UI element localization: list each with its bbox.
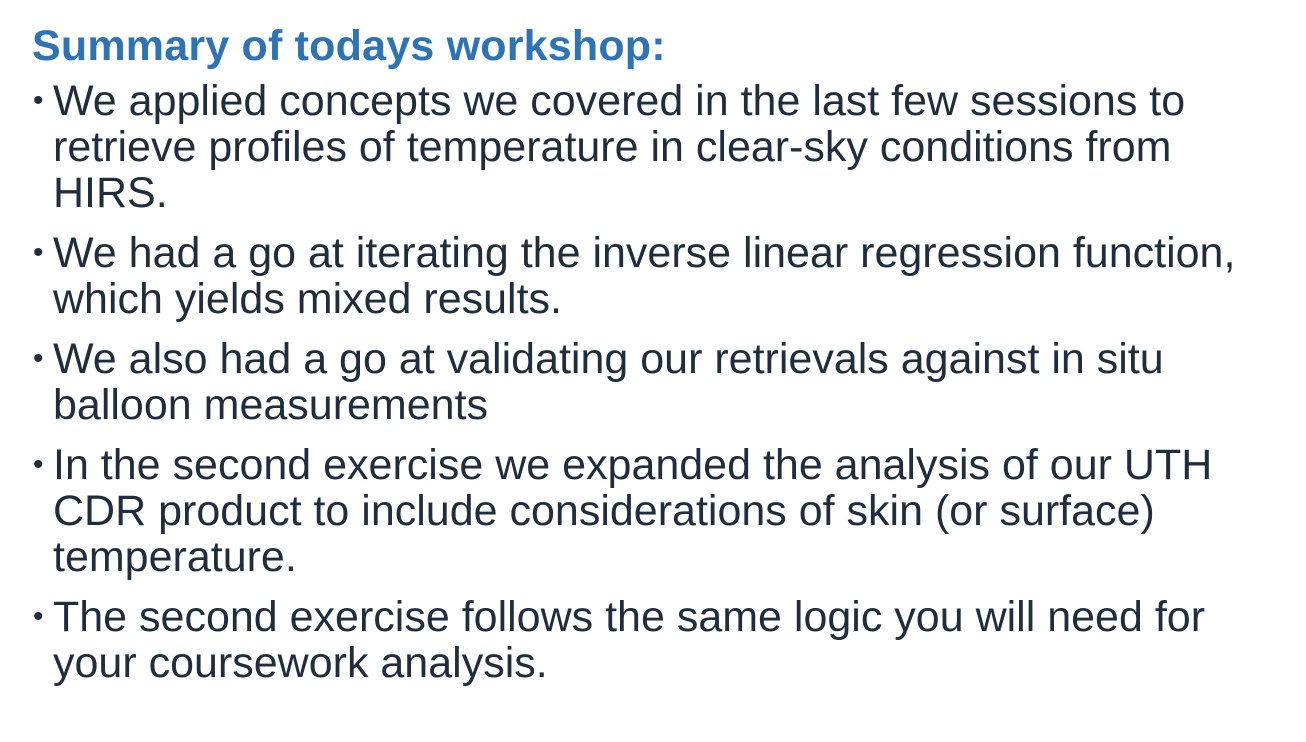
- bullet-icon: •: [33, 236, 44, 269]
- bullet-text: We applied concepts we covered in the la…: [53, 77, 1186, 217]
- bullet-item: • We applied concepts we covered in the …: [30, 78, 1276, 216]
- bullet-text: The second exercise follows the same log…: [53, 593, 1206, 687]
- slide-title: Summary of todays workshop:: [32, 22, 666, 70]
- bullet-icon: •: [33, 342, 44, 375]
- bullet-list: • We applied concepts we covered in the …: [30, 78, 1276, 686]
- bullet-item: • We had a go at iterating the inverse l…: [30, 230, 1276, 322]
- bullet-text: We also had a go at validating our retri…: [53, 335, 1164, 429]
- bullet-icon: •: [33, 448, 44, 481]
- bullet-text: In the second exercise we expanded the a…: [53, 441, 1213, 581]
- bullet-item: • We also had a go at validating our ret…: [30, 336, 1276, 428]
- bullet-icon: •: [33, 600, 44, 633]
- bullet-item: • In the second exercise we expanded the…: [30, 442, 1276, 580]
- bullet-icon: •: [33, 84, 44, 117]
- bullet-item: • The second exercise follows the same l…: [30, 594, 1276, 686]
- bullet-text: We had a go at iterating the inverse lin…: [53, 229, 1236, 323]
